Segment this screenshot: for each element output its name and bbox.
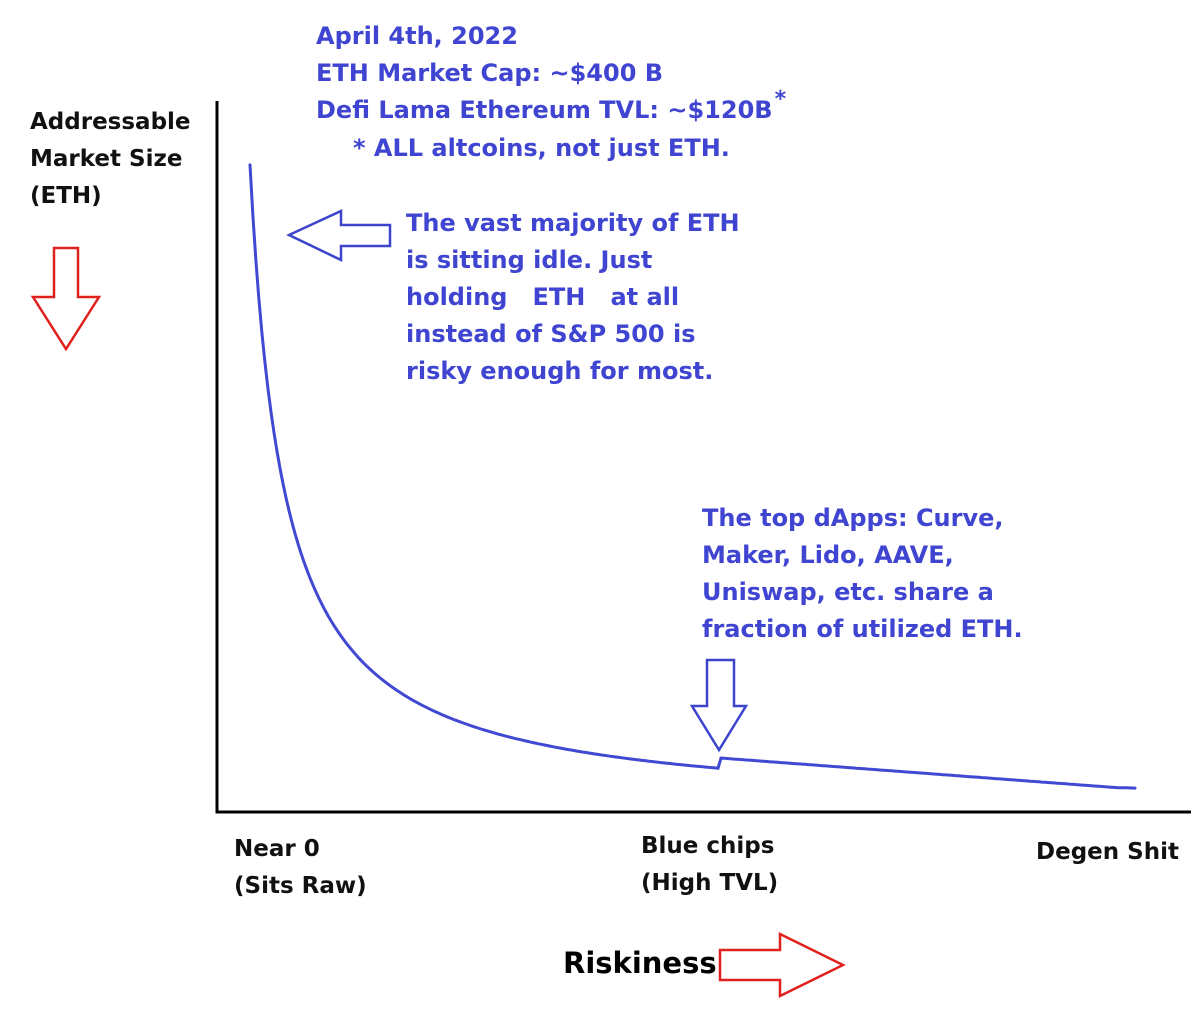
callout-idle-line: is sitting idle. Just <box>406 246 653 274</box>
header-tvl-row: Defi Lama Ethereum TVL: ~$120B* <box>316 87 786 130</box>
header-tvl-mark: * <box>774 87 787 112</box>
x-tick-near-zero: Near 0 (Sits Raw) <box>234 831 367 905</box>
callout-idle-eth: The vast majority of ETH is sitting idle… <box>406 205 740 390</box>
x-tick-line: Degen Shit <box>1036 839 1179 865</box>
y-axis-label-line: Market Size <box>30 146 183 172</box>
header-market-cap: ETH Market Cap: ~$400 B <box>316 59 664 87</box>
x-tick-line: Blue chips <box>641 833 775 859</box>
callout-dapps-line: Uniswap, etc. share a <box>702 578 994 606</box>
callout-idle-line: risky enough for most. <box>406 357 714 385</box>
callout-dapps-line: The top dApps: Curve, <box>702 504 1004 532</box>
red-right-arrow-icon <box>718 931 846 999</box>
x-tick-line: (Sits Raw) <box>234 873 367 899</box>
x-tick-blue-chips: Blue chips (High TVL) <box>641 828 778 902</box>
y-axis-label-line: Addressable <box>30 109 191 135</box>
callout-idle-line: holding ETH at all <box>406 283 680 311</box>
header-note: April 4th, 2022 ETH Market Cap: ~$400 B … <box>316 18 786 167</box>
market-size-curve <box>248 163 1137 790</box>
blue-left-arrow-icon <box>286 209 392 262</box>
y-axis-label: Addressable Market Size (ETH) <box>30 104 191 215</box>
red-down-arrow-icon <box>30 246 102 352</box>
header-tvl: Defi Lama Ethereum TVL: ~$120B <box>316 96 773 124</box>
header-footnote: * ALL altcoins, not just ETH. <box>353 134 730 162</box>
x-tick-degen: Degen Shit <box>1036 834 1179 871</box>
callout-dapps-line: fraction of utilized ETH. <box>702 615 1023 643</box>
callout-idle-line: instead of S&P 500 is <box>406 320 696 348</box>
blue-down-arrow-icon <box>689 658 749 753</box>
callout-dapps-line: Maker, Lido, AAVE, <box>702 541 954 569</box>
callout-dapps: The top dApps: Curve, Maker, Lido, AAVE,… <box>702 500 1023 648</box>
y-axis-label-line: (ETH) <box>30 183 102 209</box>
callout-idle-line: The vast majority of ETH <box>406 209 740 237</box>
x-axis-title: Riskiness <box>563 946 717 980</box>
header-date: April 4th, 2022 <box>316 22 518 50</box>
x-tick-line: Near 0 <box>234 836 320 862</box>
x-tick-line: (High TVL) <box>641 870 779 896</box>
